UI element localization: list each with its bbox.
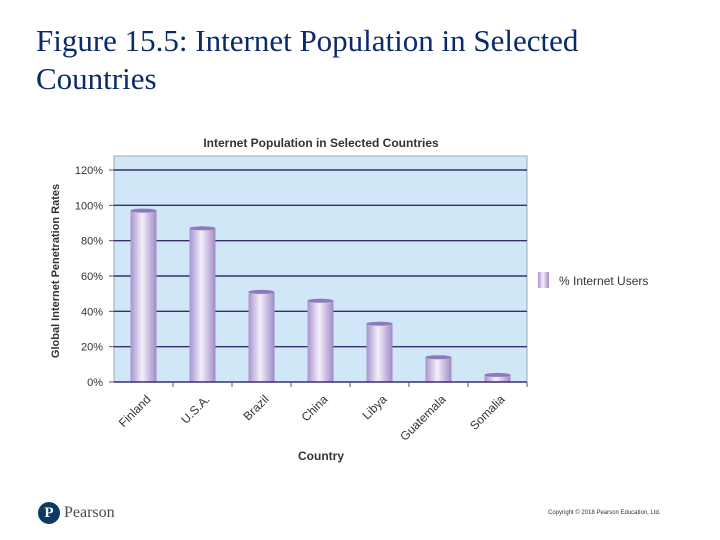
bar (189, 228, 216, 382)
bar-top (484, 372, 511, 377)
bar-top (425, 355, 452, 360)
slide-title: Figure 15.5: Internet Population in Sele… (36, 23, 579, 96)
x-tick-label: U.S.A. (178, 392, 212, 426)
pearson-logo: P Pearson (38, 502, 115, 524)
x-tick-label: Libya (359, 392, 389, 422)
bar-top (189, 226, 216, 231)
y-tick-label: 60% (81, 271, 103, 283)
x-tick-label: Finland (116, 392, 154, 430)
bar (248, 291, 275, 382)
y-axis-label: Global Internet Penetration Rates (50, 184, 62, 358)
x-tick-label: China (299, 392, 331, 424)
y-tick-label: 120% (75, 165, 103, 177)
bar-top (366, 321, 393, 326)
legend: % Internet Users (538, 272, 648, 288)
bar (484, 374, 511, 382)
bar (425, 357, 452, 382)
bar (130, 210, 157, 382)
x-tick-label: Brazil (240, 392, 271, 423)
y-tick-label: 40% (81, 306, 103, 318)
x-tick-label: Guatemala (397, 392, 449, 444)
copyright-notice: Copyright © 2018 Pearson Education, Ltd. (548, 510, 661, 516)
bar-top (130, 208, 157, 213)
bars (130, 208, 511, 382)
bar (307, 300, 334, 382)
bar-top (307, 298, 334, 303)
pearson-p-icon: P (38, 502, 60, 524)
pearson-logo-text: Pearson (64, 504, 115, 521)
x-tick-label: Somalia (467, 392, 508, 433)
y-tick-label: 80% (81, 236, 103, 248)
legend-swatch (538, 272, 549, 288)
bar (366, 323, 393, 382)
legend-label: % Internet Users (559, 274, 648, 288)
x-axis-label: Country (298, 449, 344, 463)
y-tick-label: 0% (87, 377, 103, 389)
bar-top (248, 289, 275, 294)
y-tick-label: 100% (75, 200, 103, 212)
chart-title: Internet Population in Selected Countrie… (203, 136, 439, 150)
y-tick-label: 20% (81, 342, 103, 354)
